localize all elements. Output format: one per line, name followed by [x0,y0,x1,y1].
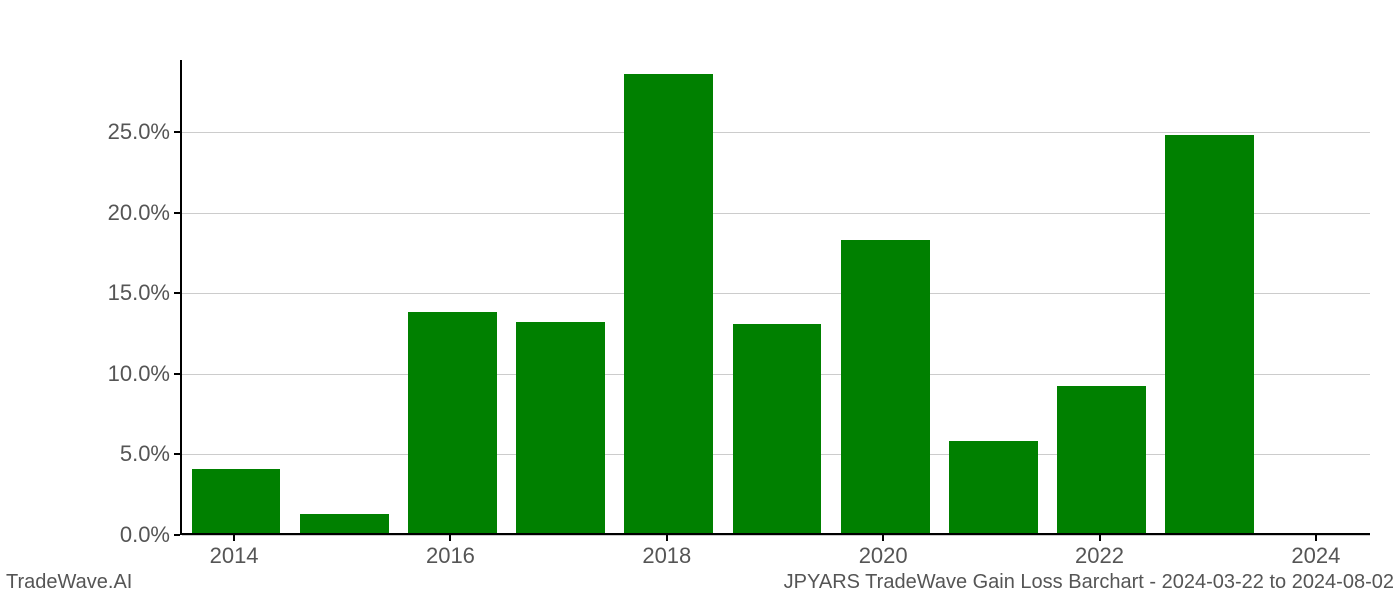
x-tick-mark [1099,535,1101,541]
x-tick-label: 2016 [426,543,475,569]
bar [733,324,822,533]
y-tick-mark [174,131,180,133]
bar [1165,135,1254,533]
x-tick-mark [882,535,884,541]
bar [949,441,1038,533]
bar [624,74,713,533]
bar [408,312,497,533]
x-tick-label: 2020 [859,543,908,569]
x-tick-mark [233,535,235,541]
x-tick-label: 2018 [642,543,691,569]
y-tick-mark [174,534,180,536]
footer-right-text: JPYARS TradeWave Gain Loss Barchart - 20… [784,571,1394,594]
x-tick-label: 2014 [210,543,259,569]
y-tick-label: 10.0% [70,361,170,387]
y-tick-label: 5.0% [70,441,170,467]
y-tick-mark [174,212,180,214]
chart-container: 0.0% 5.0% 10.0% 15.0% 20.0% 25.0% 2014 2016 201… [0,0,1400,600]
y-tick-label: 15.0% [70,280,170,306]
gridline [182,535,1370,536]
plot-area [180,60,1370,535]
y-tick-mark [174,373,180,375]
y-tick-label: 25.0% [70,119,170,145]
x-tick-label: 2024 [1291,543,1340,569]
x-tick-mark [666,535,668,541]
y-tick-mark [174,453,180,455]
x-tick-mark [449,535,451,541]
bar [516,322,605,533]
y-tick-mark [174,292,180,294]
bar [300,514,389,533]
x-tick-mark [1315,535,1317,541]
bar [192,469,281,533]
bar [1057,386,1146,533]
footer-left-text: TradeWave.AI [6,571,132,594]
x-tick-label: 2022 [1075,543,1124,569]
y-tick-label: 20.0% [70,200,170,226]
bar [841,240,930,533]
y-tick-label: 0.0% [70,522,170,548]
gridline [182,132,1370,133]
